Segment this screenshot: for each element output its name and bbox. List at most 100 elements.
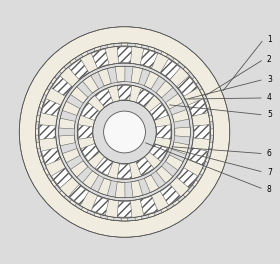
Wedge shape [194,125,210,139]
Wedge shape [59,67,75,82]
Wedge shape [52,76,72,96]
Text: 4: 4 [267,93,272,102]
Wedge shape [115,182,125,198]
Wedge shape [133,44,142,60]
Wedge shape [155,51,168,68]
Wedge shape [133,204,142,220]
Text: 1: 1 [267,35,272,44]
Wedge shape [155,196,168,213]
Wedge shape [182,77,198,91]
Wedge shape [81,196,94,213]
Wedge shape [121,205,128,221]
Wedge shape [78,125,93,139]
Circle shape [19,27,230,237]
Wedge shape [117,47,132,63]
Wedge shape [39,125,55,139]
Wedge shape [71,161,88,177]
Wedge shape [39,152,56,162]
Wedge shape [150,103,168,120]
Wedge shape [165,58,179,74]
Wedge shape [156,125,171,139]
Text: 8: 8 [267,185,272,194]
Wedge shape [144,175,159,192]
Text: 5: 5 [267,110,272,120]
Wedge shape [44,163,61,175]
Wedge shape [117,86,132,100]
Wedge shape [131,67,143,84]
Text: 7: 7 [267,168,272,177]
Wedge shape [94,201,104,218]
Wedge shape [156,166,173,183]
Wedge shape [62,149,80,163]
Wedge shape [81,103,99,120]
Circle shape [36,43,214,221]
Wedge shape [98,178,111,195]
Wedge shape [70,58,84,74]
Wedge shape [136,157,154,175]
Wedge shape [177,168,197,188]
Wedge shape [174,67,190,82]
Wedge shape [182,173,198,187]
Circle shape [104,111,145,153]
Wedge shape [165,190,179,206]
Wedge shape [69,59,89,79]
Wedge shape [131,180,143,197]
Wedge shape [83,171,99,188]
Wedge shape [188,89,205,101]
Circle shape [93,100,156,164]
Wedge shape [44,89,61,101]
Wedge shape [51,173,67,187]
Wedge shape [36,129,52,135]
Wedge shape [172,142,189,154]
Wedge shape [81,144,99,161]
Wedge shape [117,201,132,217]
Wedge shape [188,163,205,175]
Wedge shape [121,43,128,59]
Circle shape [77,85,172,179]
Wedge shape [36,141,53,149]
Wedge shape [36,115,53,123]
Wedge shape [156,81,173,98]
Wedge shape [83,76,99,93]
Wedge shape [52,168,72,188]
Wedge shape [196,141,213,149]
Wedge shape [165,94,183,109]
Wedge shape [172,110,189,122]
Text: 2: 2 [267,55,272,64]
Text: 3: 3 [267,75,272,84]
Wedge shape [188,99,207,116]
Circle shape [39,46,211,218]
Wedge shape [140,196,158,215]
Wedge shape [193,102,210,112]
Wedge shape [144,201,155,218]
Wedge shape [69,185,89,205]
Wedge shape [174,182,190,197]
Wedge shape [95,157,113,175]
Wedge shape [81,51,94,68]
Wedge shape [117,164,132,178]
Wedge shape [59,118,75,129]
Wedge shape [108,44,116,60]
Wedge shape [115,66,125,82]
Wedge shape [59,182,75,197]
Wedge shape [175,127,190,137]
Wedge shape [51,77,67,91]
Wedge shape [196,115,213,123]
Wedge shape [144,46,155,63]
Circle shape [56,63,193,201]
Wedge shape [70,190,84,206]
Wedge shape [108,204,116,220]
Wedge shape [94,46,104,63]
Text: 6: 6 [267,149,272,158]
Wedge shape [197,129,214,135]
Wedge shape [62,101,80,115]
Wedge shape [91,196,109,215]
Wedge shape [59,135,75,146]
Wedge shape [71,87,88,103]
Circle shape [59,66,190,198]
Wedge shape [177,76,197,96]
Wedge shape [193,152,210,162]
Wedge shape [42,148,60,165]
Wedge shape [91,49,109,68]
Wedge shape [136,89,154,107]
